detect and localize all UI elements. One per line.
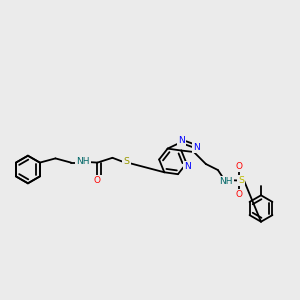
Text: N: N <box>178 136 185 145</box>
Text: NH: NH <box>219 177 232 186</box>
Text: S: S <box>124 157 130 166</box>
Text: O: O <box>94 176 101 185</box>
Text: S: S <box>238 176 244 185</box>
Text: N: N <box>184 162 190 171</box>
Text: O: O <box>236 162 243 171</box>
Text: N: N <box>193 143 200 152</box>
Text: O: O <box>236 190 243 200</box>
Text: NH: NH <box>76 157 90 166</box>
